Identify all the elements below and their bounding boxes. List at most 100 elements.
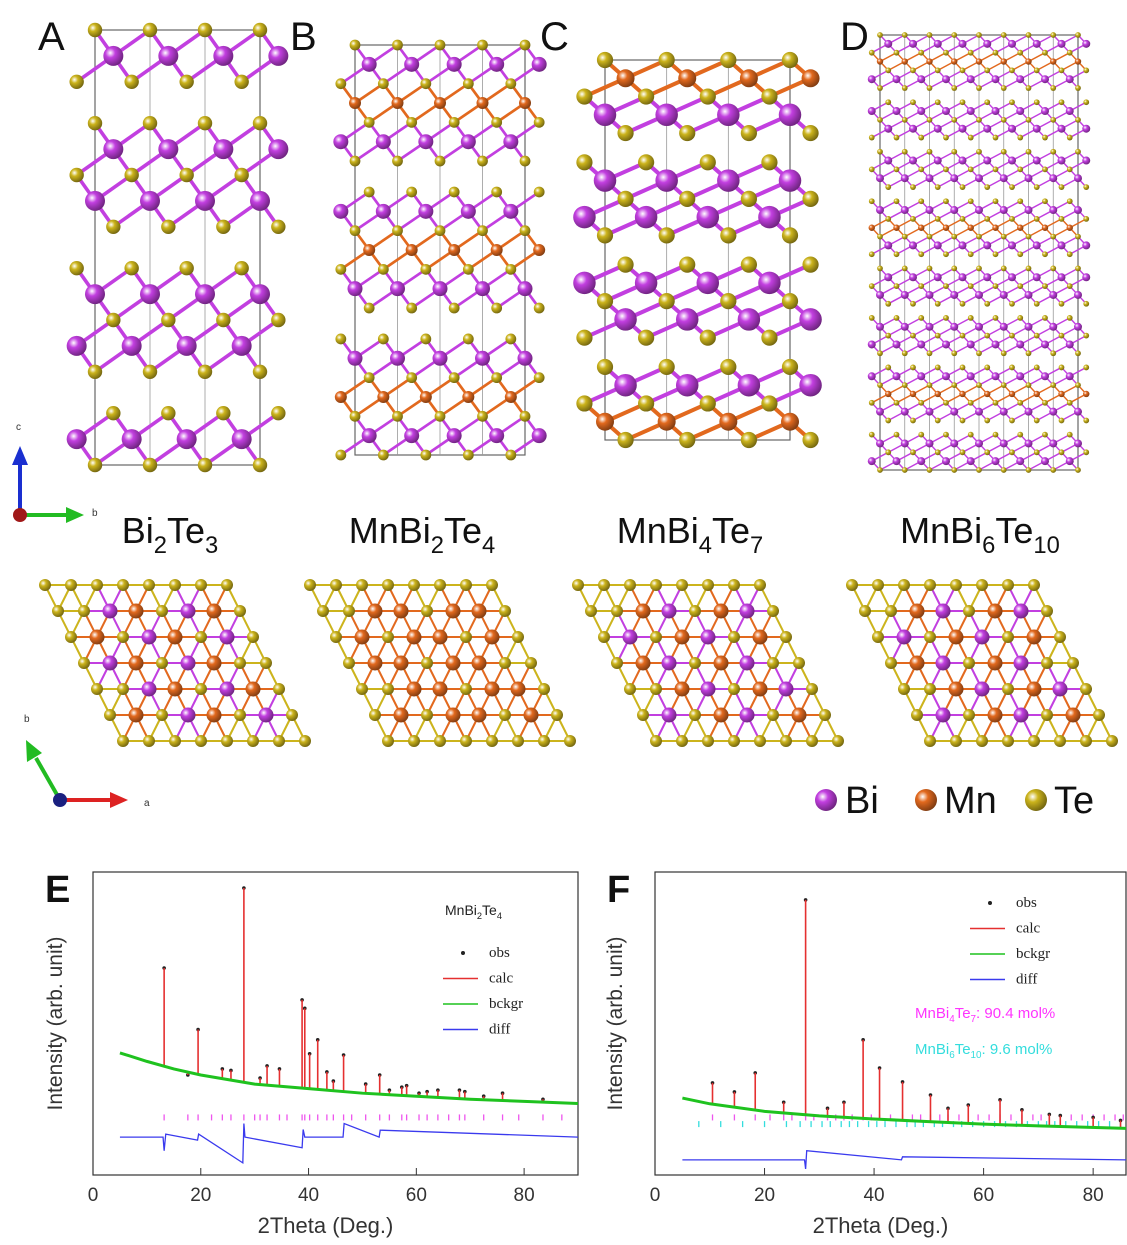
atom — [1058, 125, 1066, 133]
atom — [983, 241, 991, 249]
atom — [420, 264, 431, 275]
x-axis-label: 2Theta (Deg.) — [258, 1213, 394, 1238]
atom — [960, 67, 966, 73]
atom — [802, 191, 818, 207]
atom — [67, 336, 87, 356]
atom — [78, 605, 90, 617]
atom — [959, 273, 967, 281]
atom — [69, 261, 83, 275]
atom — [232, 336, 252, 356]
crystal-side-view — [333, 40, 546, 461]
atom — [362, 57, 377, 72]
atom — [911, 709, 923, 721]
atom — [951, 149, 957, 155]
atom — [885, 418, 891, 424]
atom — [420, 78, 431, 89]
annotation: MnBi4Te7: 90.4 mol% — [915, 1005, 1055, 1025]
atom — [869, 315, 875, 321]
atom — [1066, 107, 1074, 115]
atom — [1017, 167, 1023, 173]
atom — [728, 735, 740, 747]
atom — [534, 372, 545, 383]
atom — [876, 174, 884, 182]
atom — [894, 400, 900, 406]
atom — [1009, 301, 1015, 307]
atom — [1028, 579, 1040, 591]
atom — [926, 408, 934, 416]
atom — [1001, 149, 1007, 155]
atom — [1050, 32, 1056, 38]
atom — [1067, 315, 1073, 321]
atom — [1075, 117, 1081, 123]
atom — [623, 630, 638, 645]
atom — [220, 630, 235, 645]
atom — [754, 579, 766, 591]
atom — [1075, 382, 1081, 388]
atom — [449, 372, 460, 383]
atom — [869, 198, 875, 204]
atom — [885, 216, 891, 222]
atom — [505, 334, 516, 345]
atom — [273, 683, 285, 695]
atom — [976, 579, 988, 591]
legend-label: obs — [1016, 895, 1037, 911]
atom — [959, 125, 967, 133]
atom — [876, 206, 884, 214]
atom — [1082, 273, 1090, 281]
atom — [984, 301, 990, 307]
atom — [761, 88, 777, 104]
atom — [782, 227, 798, 243]
formula-part: Te — [444, 510, 482, 551]
atom — [741, 257, 757, 273]
atom — [868, 340, 876, 348]
atom — [1025, 206, 1033, 214]
atom — [1014, 656, 1029, 671]
atom — [1049, 174, 1057, 182]
atom — [407, 682, 422, 697]
atom — [520, 156, 531, 167]
atom — [918, 225, 924, 231]
atom — [689, 605, 701, 617]
atom — [1050, 117, 1056, 123]
atom — [1041, 709, 1053, 721]
atom — [499, 657, 511, 669]
formula-subscript: 7 — [750, 532, 763, 559]
atom — [927, 32, 933, 38]
figure: ABi2Te3BMnBi2Te4CMnBi4Te7DMnBi6Te10cbbaB… — [0, 0, 1127, 1245]
atom — [156, 657, 168, 669]
annotation-text: : 90.4 mol% — [976, 1005, 1055, 1022]
atom — [1042, 225, 1048, 231]
atom — [447, 57, 462, 72]
atom — [106, 220, 120, 234]
atom — [993, 135, 999, 141]
atom — [65, 631, 77, 643]
atom — [168, 630, 183, 645]
atom — [676, 735, 688, 747]
atom — [572, 579, 584, 591]
atom — [1041, 657, 1053, 669]
atom — [129, 604, 144, 619]
atom — [1050, 58, 1056, 64]
atom — [1083, 365, 1089, 371]
atom — [1009, 216, 1015, 222]
atom — [885, 67, 891, 73]
atom — [992, 340, 1000, 348]
atom — [767, 657, 779, 669]
atom — [617, 125, 633, 141]
atom — [936, 656, 951, 671]
atom — [477, 40, 488, 51]
atom — [926, 174, 934, 182]
atom — [877, 117, 883, 123]
atom — [1059, 449, 1065, 455]
atom — [1075, 58, 1081, 64]
crystal-side-view — [573, 52, 822, 448]
crystal-side-view — [67, 23, 289, 472]
atom — [104, 709, 116, 721]
atom — [1067, 283, 1073, 289]
atom — [392, 411, 403, 422]
atom — [968, 432, 974, 438]
atom — [1025, 439, 1033, 447]
atom — [1042, 283, 1048, 289]
atom — [1034, 99, 1040, 105]
atom — [984, 99, 990, 105]
